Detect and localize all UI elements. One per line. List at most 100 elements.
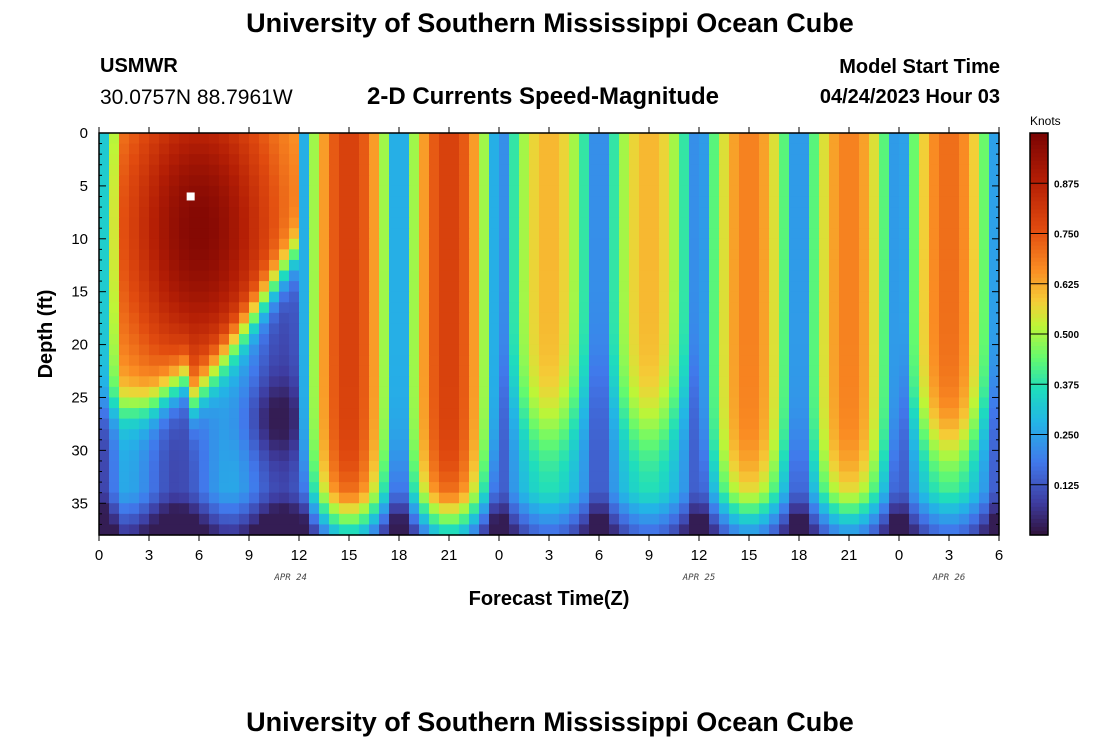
heatmap-cell: [969, 281, 980, 293]
heatmap-cell: [689, 386, 700, 399]
heatmap-cell: [549, 397, 560, 409]
colorbar-cell: [1030, 213, 1048, 219]
heatmap-cell: [639, 312, 650, 325]
heatmap-cell: [399, 291, 410, 303]
colorbar-cell: [1030, 229, 1048, 235]
heatmap-cell: [639, 429, 650, 441]
heatmap-cell: [669, 471, 680, 483]
heatmap-cell: [779, 334, 790, 346]
heatmap-cell: [699, 439, 710, 451]
heatmap-cell: [759, 450, 770, 462]
heatmap-cell: [359, 217, 370, 229]
heatmap-cell: [339, 513, 350, 526]
heatmap-cell: [609, 503, 620, 515]
heatmap-cell: [389, 376, 400, 388]
colorbar-cell: [1030, 466, 1048, 472]
heatmap-cell: [839, 312, 850, 325]
heatmap-cell: [169, 471, 180, 483]
heatmap-cell: [659, 513, 670, 526]
heatmap-cell: [329, 217, 340, 229]
heatmap-cell: [669, 482, 680, 494]
heatmap-cell: [529, 228, 540, 240]
heatmap-cell: [109, 386, 120, 399]
heatmap-cell: [679, 418, 690, 430]
heatmap-cell: [549, 513, 560, 526]
heatmap-cell: [419, 207, 430, 219]
heatmap-cell: [619, 291, 630, 303]
heatmap-cell: [379, 376, 390, 388]
heatmap-cell: [119, 408, 130, 420]
heatmap-cell: [819, 270, 830, 282]
heatmap-cell: [469, 492, 480, 504]
colorbar-cell: [1030, 169, 1048, 174]
heatmap-cell: [429, 270, 440, 282]
heatmap-cell: [589, 164, 600, 176]
heatmap-cell: [989, 429, 1000, 441]
heatmap-cell: [839, 175, 850, 187]
heatmap-cell: [129, 270, 140, 282]
heatmap-cell: [729, 164, 740, 176]
heatmap-cell: [899, 302, 910, 314]
heatmap-cell: [469, 228, 480, 240]
heatmap-cell: [669, 365, 680, 377]
heatmap-cell: [699, 334, 710, 346]
heatmap-cell: [549, 302, 560, 314]
heatmap-cell: [289, 513, 300, 526]
heatmap-cell: [129, 513, 140, 526]
heatmap-cell: [159, 302, 170, 314]
heatmap-cell: [649, 154, 660, 166]
heatmap-cell: [819, 154, 830, 166]
heatmap-cell: [849, 365, 860, 377]
heatmap-cell: [249, 376, 260, 388]
heatmap-cell: [289, 365, 300, 377]
heatmap-cell: [219, 185, 230, 198]
heatmap-cell: [339, 185, 350, 198]
heatmap-cell: [719, 429, 730, 441]
heatmap-cell: [919, 175, 930, 187]
heatmap-cell: [739, 439, 750, 451]
heatmap-cell: [599, 281, 610, 293]
heatmap-cell: [399, 365, 410, 377]
heatmap-cell: [849, 302, 860, 314]
heatmap-cell: [679, 355, 690, 367]
heatmap-cell: [799, 492, 810, 504]
heatmap-cell: [119, 302, 130, 314]
heatmap-cell: [609, 196, 620, 208]
heatmap-cell: [699, 429, 710, 441]
heatmap-cell: [779, 291, 790, 303]
heatmap-cell: [899, 281, 910, 293]
heatmap-cell: [209, 513, 220, 526]
y-tick-label: 0: [80, 125, 88, 142]
heatmap-cell: [879, 185, 890, 198]
heatmap-cell: [959, 249, 970, 261]
heatmap-cell: [399, 164, 410, 176]
heatmap-cell: [939, 460, 950, 473]
heatmap-cell: [409, 355, 420, 367]
heatmap-cell: [219, 513, 230, 526]
heatmap-cell: [309, 281, 320, 293]
heatmap-cell: [639, 323, 650, 335]
heatmap-cell: [509, 513, 520, 526]
heatmap-cell: [669, 281, 680, 293]
heatmap-cell: [759, 439, 770, 451]
heatmap-cell: [969, 429, 980, 441]
heatmap-cell: [709, 376, 720, 388]
heatmap-cell: [499, 365, 510, 377]
heatmap-cell: [389, 238, 400, 250]
heatmap-cell: [689, 439, 700, 451]
heatmap-cell: [489, 133, 500, 145]
heatmap-cell: [179, 386, 190, 399]
heatmap-cell: [109, 450, 120, 462]
heatmap-cell: [849, 249, 860, 261]
heatmap-cell: [489, 355, 500, 367]
heatmap-cell: [979, 238, 990, 250]
heatmap-cell: [189, 291, 200, 303]
heatmap-cell: [909, 460, 920, 473]
heatmap-cell: [129, 524, 140, 536]
heatmap-cell: [439, 185, 450, 198]
heatmap-cell: [509, 270, 520, 282]
heatmap-cell: [399, 429, 410, 441]
heatmap-cell: [569, 133, 580, 145]
heatmap-cell: [169, 259, 180, 272]
heatmap-cell: [369, 376, 380, 388]
